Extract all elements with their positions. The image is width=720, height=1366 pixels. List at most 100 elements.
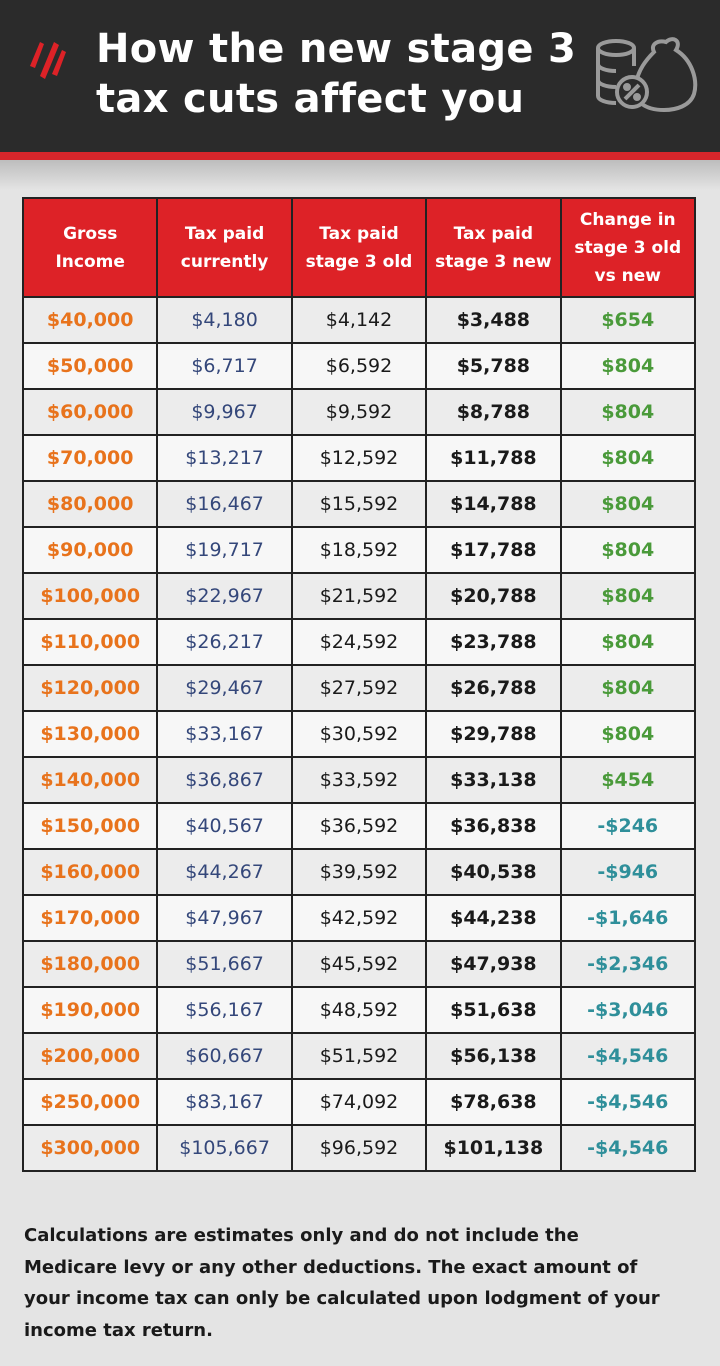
footnote-line: Calculations are estimates only and do n… xyxy=(24,1225,579,1246)
table-cell: $654 xyxy=(559,296,697,344)
money-icon xyxy=(596,37,698,113)
table-cell: $4,142 xyxy=(290,296,428,344)
table-row: $120,000 $29,467 $27,592 $26,788 $804 xyxy=(21,664,697,712)
table-cell: $4,180 xyxy=(156,296,293,344)
header-row: Gross Income Tax paid currently Tax paid stag… xyxy=(21,197,697,298)
table-cell: $44,238 xyxy=(425,894,562,942)
table-cell: $13,217 xyxy=(156,434,293,482)
table-cell: $60,667 xyxy=(156,1032,293,1080)
table-cell: $200,000 xyxy=(21,1032,159,1080)
column-header-line: stage 3 old xyxy=(305,251,413,272)
table-cell: $804 xyxy=(559,526,697,574)
table-cell: $39,592 xyxy=(290,848,428,896)
table-row: $250,000 $83,167 $74,092 $78,638 -$4,546 xyxy=(21,1078,697,1126)
table-cell: $29,467 xyxy=(156,664,293,712)
column-header-line: Tax paid xyxy=(319,223,399,244)
table-cell: $51,638 xyxy=(425,986,562,1034)
table-cell: $21,592 xyxy=(290,572,428,620)
column-header-line: stage 3 new xyxy=(435,251,552,272)
column-header-line: Gross xyxy=(63,223,118,244)
table-cell: $29,788 xyxy=(425,710,562,758)
title-line: tax cuts affect you xyxy=(96,76,525,122)
title-line: How the new stage 3 xyxy=(96,26,577,72)
table-row: $70,000 $13,217 $12,592 $11,788 $804 xyxy=(21,434,697,482)
table-cell: $51,667 xyxy=(156,940,293,988)
table-row: $80,000 $16,467 $15,592 $14,788 $804 xyxy=(21,480,697,528)
column-header: Tax paid stage 3 new xyxy=(425,197,562,298)
column-header-line: Change in xyxy=(579,209,676,230)
table-cell: $14,788 xyxy=(425,480,562,528)
table-cell: $40,538 xyxy=(425,848,562,896)
table-cell: $15,592 xyxy=(290,480,428,528)
footnote-line: Medicare levy or any other deductions. T… xyxy=(24,1256,638,1278)
table-cell: $12,592 xyxy=(290,434,428,482)
logo xyxy=(30,42,66,79)
table-cell: $36,867 xyxy=(156,756,293,804)
table-cell: $18,592 xyxy=(290,526,428,574)
table-cell: $96,592 xyxy=(290,1124,428,1172)
table-cell: $48,592 xyxy=(290,986,428,1034)
table-cell: $20,788 xyxy=(425,572,562,620)
table-cell: $36,838 xyxy=(425,802,562,850)
header-stripe xyxy=(0,152,720,160)
table-cell: $90,000 xyxy=(21,526,159,574)
table-cell: $24,592 xyxy=(290,618,428,666)
column-header: Change in stage 3 old vs new xyxy=(559,197,697,298)
table-cell: $100,000 xyxy=(21,572,159,620)
table-cell: $300,000 xyxy=(21,1124,159,1172)
table-cell: $47,938 xyxy=(425,940,562,988)
table-row: $40,000 $4,180 $4,142 $3,488 $654 xyxy=(21,296,697,344)
table-cell: $83,167 xyxy=(156,1078,293,1126)
table-cell: $804 xyxy=(559,434,697,482)
table-cell: $8,788 xyxy=(425,388,562,436)
table-cell: $9,967 xyxy=(156,388,293,436)
table-cell: $6,717 xyxy=(156,342,293,390)
column-header-line: Tax paid xyxy=(453,223,534,244)
table-row: $110,000 $26,217 $24,592 $23,788 $804 xyxy=(21,618,697,666)
table-cell: $150,000 xyxy=(21,802,159,850)
table-cell: $250,000 xyxy=(21,1078,159,1126)
table-cell: $6,592 xyxy=(290,342,428,390)
title: How the new stage 3 tax cuts affect you xyxy=(96,24,576,124)
column-header-line: currently xyxy=(180,251,269,272)
table-cell: $804 xyxy=(559,342,697,390)
table-row: $150,000 $40,567 $36,592 $36,838 -$246 xyxy=(21,802,697,850)
table-cell: $23,788 xyxy=(425,618,562,666)
table-cell: $804 xyxy=(559,572,697,620)
column-header-line: stage 3 old xyxy=(574,237,682,258)
table-cell: $45,592 xyxy=(290,940,428,988)
table-cell: $11,788 xyxy=(425,434,562,482)
table-row: $170,000 $47,967 $42,592 $44,238 -$1,646 xyxy=(21,894,697,942)
table-cell: $16,467 xyxy=(156,480,293,528)
table-cell: $60,000 xyxy=(21,388,159,436)
table-cell: $27,592 xyxy=(290,664,428,712)
table-cell: -$3,046 xyxy=(559,986,697,1034)
column-header: Tax paid stage 3 old xyxy=(290,197,428,298)
table-cell: $80,000 xyxy=(21,480,159,528)
table-cell: $454 xyxy=(559,756,697,804)
table-cell: $51,592 xyxy=(290,1032,428,1080)
header-shadow xyxy=(0,160,720,190)
table-cell: $170,000 xyxy=(21,894,159,942)
table-row: $300,000 $105,667 $96,592 $101,138 -$4,546 xyxy=(21,1124,697,1172)
column-header-line: Tax paid xyxy=(184,223,265,244)
table-cell: $56,167 xyxy=(156,986,293,1034)
table-cell: $33,167 xyxy=(156,710,293,758)
table-cell: $120,000 xyxy=(21,664,159,712)
table-cell: $804 xyxy=(559,618,697,666)
table-cell: $110,000 xyxy=(21,618,159,666)
table-cell: $130,000 xyxy=(21,710,159,758)
table-cell: $180,000 xyxy=(21,940,159,988)
table-cell: $74,092 xyxy=(290,1078,428,1126)
column-header-line: Income xyxy=(55,251,125,272)
table-cell: $36,592 xyxy=(290,802,428,850)
table-cell: $40,567 xyxy=(156,802,293,850)
table-cell: $26,217 xyxy=(156,618,293,666)
column-header-line: vs new xyxy=(594,265,662,286)
table-row: $160,000 $44,267 $39,592 $40,538 -$946 xyxy=(21,848,697,896)
table-row: $90,000 $19,717 $18,592 $17,788 $804 xyxy=(21,526,697,574)
table-cell: $33,592 xyxy=(290,756,428,804)
table-cell: $3,488 xyxy=(425,296,562,344)
table-cell: $19,717 xyxy=(156,526,293,574)
table-cell: $22,967 xyxy=(156,572,293,620)
